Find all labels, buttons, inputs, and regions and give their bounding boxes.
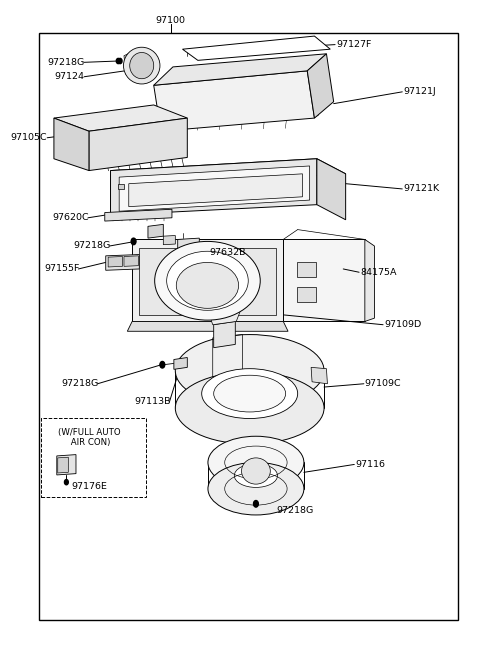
Polygon shape <box>129 174 302 207</box>
Text: 97109C: 97109C <box>365 379 401 388</box>
Text: 97109D: 97109D <box>384 320 421 329</box>
Bar <box>297 287 316 302</box>
Circle shape <box>160 362 164 367</box>
Polygon shape <box>57 455 76 475</box>
Polygon shape <box>178 238 199 249</box>
Ellipse shape <box>202 369 298 419</box>
Polygon shape <box>119 166 310 211</box>
Polygon shape <box>214 321 235 348</box>
Ellipse shape <box>175 335 324 407</box>
Text: 97124: 97124 <box>54 72 84 81</box>
Polygon shape <box>154 54 326 85</box>
Polygon shape <box>124 256 138 266</box>
Ellipse shape <box>208 462 304 515</box>
Ellipse shape <box>208 436 304 489</box>
Text: 97100: 97100 <box>156 16 185 26</box>
Ellipse shape <box>247 470 264 481</box>
Polygon shape <box>105 209 172 221</box>
Circle shape <box>131 238 136 245</box>
Polygon shape <box>283 239 365 321</box>
Text: (W/FULL AUTO: (W/FULL AUTO <box>58 428 120 438</box>
Polygon shape <box>108 256 122 267</box>
Ellipse shape <box>234 464 277 487</box>
Bar <box>38 33 458 620</box>
Bar <box>41 418 145 497</box>
Polygon shape <box>209 312 240 325</box>
Text: 97218G: 97218G <box>276 506 313 515</box>
Ellipse shape <box>176 262 239 308</box>
Text: 97113B: 97113B <box>134 397 170 406</box>
Text: 97155F: 97155F <box>44 264 79 274</box>
Ellipse shape <box>214 375 286 412</box>
Polygon shape <box>148 224 163 238</box>
Text: 97218G: 97218G <box>61 379 98 388</box>
Polygon shape <box>54 118 89 171</box>
Text: AIR CON): AIR CON) <box>68 438 110 447</box>
Polygon shape <box>110 159 346 185</box>
Ellipse shape <box>175 372 324 444</box>
Circle shape <box>118 58 122 64</box>
Circle shape <box>160 361 165 368</box>
Polygon shape <box>163 236 175 245</box>
Text: 97218G: 97218G <box>47 58 84 67</box>
Text: 97632B: 97632B <box>209 248 245 257</box>
Polygon shape <box>58 457 68 473</box>
Ellipse shape <box>167 251 248 310</box>
Polygon shape <box>317 159 346 220</box>
Polygon shape <box>106 255 139 270</box>
Polygon shape <box>139 248 276 315</box>
Text: 84175A: 84175A <box>360 268 396 277</box>
Polygon shape <box>54 105 187 131</box>
Polygon shape <box>110 159 317 215</box>
Polygon shape <box>124 52 132 77</box>
Polygon shape <box>174 358 187 369</box>
Ellipse shape <box>123 47 160 84</box>
Ellipse shape <box>241 458 270 484</box>
Text: 97127F: 97127F <box>336 40 372 49</box>
Polygon shape <box>182 36 330 60</box>
Polygon shape <box>311 367 327 384</box>
Text: 97116: 97116 <box>355 460 385 469</box>
Ellipse shape <box>130 52 154 79</box>
Circle shape <box>254 501 258 506</box>
Text: 97121K: 97121K <box>403 184 439 194</box>
Ellipse shape <box>155 241 260 320</box>
Polygon shape <box>89 118 187 171</box>
Bar <box>297 262 316 277</box>
Text: 97105C: 97105C <box>11 133 47 142</box>
Circle shape <box>132 239 135 244</box>
Text: 97218G: 97218G <box>73 241 110 251</box>
Polygon shape <box>127 321 288 331</box>
Polygon shape <box>365 239 374 321</box>
Circle shape <box>64 480 68 485</box>
Polygon shape <box>307 54 334 118</box>
Polygon shape <box>154 71 314 131</box>
Polygon shape <box>118 184 124 189</box>
Text: 97121J: 97121J <box>403 87 436 96</box>
Circle shape <box>116 58 120 64</box>
Circle shape <box>253 501 258 507</box>
Text: 97176E: 97176E <box>71 482 107 491</box>
Polygon shape <box>132 239 283 321</box>
Text: 97620C: 97620C <box>52 213 89 222</box>
